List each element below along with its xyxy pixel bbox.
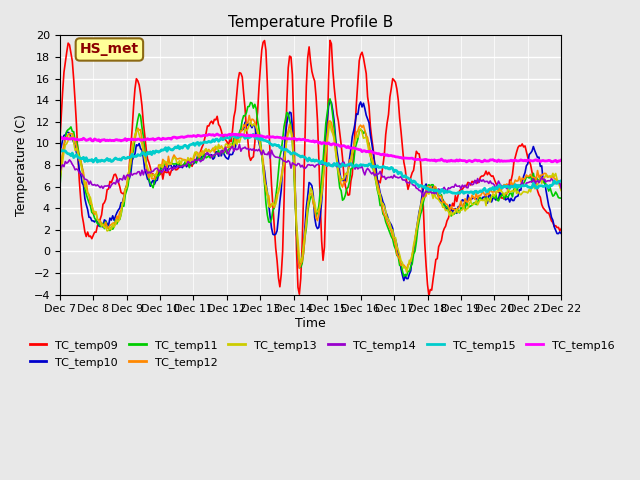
TC_temp09 xyxy=(56,140,63,145)
X-axis label: Time: Time xyxy=(295,317,326,330)
TC_temp16 xyxy=(343,145,351,151)
TC_temp11 xyxy=(343,186,351,192)
TC_temp10 xyxy=(557,231,565,237)
TC_temp12 xyxy=(403,267,410,273)
Line: TC_temp14: TC_temp14 xyxy=(60,144,561,197)
TC_temp11 xyxy=(400,274,408,279)
Y-axis label: Temperature (C): Temperature (C) xyxy=(15,114,28,216)
TC_temp14 xyxy=(236,142,243,147)
TC_temp10 xyxy=(360,100,367,106)
TC_temp16 xyxy=(228,131,236,137)
TC_temp13 xyxy=(247,119,255,125)
TC_temp09 xyxy=(371,160,378,166)
TC_temp14 xyxy=(499,184,506,190)
Line: TC_temp12: TC_temp12 xyxy=(60,115,561,270)
TC_temp13 xyxy=(56,178,63,183)
TC_temp09 xyxy=(499,195,506,201)
TC_temp15 xyxy=(470,191,477,197)
TC_temp09 xyxy=(149,171,157,177)
TC_temp16 xyxy=(553,159,561,165)
TC_temp14 xyxy=(343,162,351,168)
TC_temp12 xyxy=(499,184,506,190)
TC_temp10 xyxy=(149,177,157,183)
TC_temp15 xyxy=(499,185,506,191)
TC_temp13 xyxy=(360,135,367,141)
TC_temp15 xyxy=(343,162,351,168)
TC_temp11 xyxy=(499,192,506,197)
TC_temp10 xyxy=(70,139,77,145)
TC_temp11 xyxy=(70,129,77,134)
TC_temp13 xyxy=(343,171,351,177)
TC_temp14 xyxy=(419,194,427,200)
TC_temp13 xyxy=(403,269,410,275)
TC_temp12 xyxy=(343,178,351,184)
Line: TC_temp13: TC_temp13 xyxy=(60,122,561,272)
TC_temp13 xyxy=(70,139,77,145)
TC_temp12 xyxy=(56,168,63,174)
TC_temp15 xyxy=(360,162,367,168)
TC_temp09 xyxy=(425,293,433,299)
TC_temp13 xyxy=(557,188,565,193)
Line: TC_temp09: TC_temp09 xyxy=(60,40,561,296)
TC_temp14 xyxy=(56,170,63,176)
TC_temp16 xyxy=(70,136,77,142)
TC_temp09 xyxy=(557,226,565,232)
TC_temp12 xyxy=(360,122,367,128)
TC_temp14 xyxy=(557,185,565,191)
TC_temp15 xyxy=(557,178,565,184)
TC_temp11 xyxy=(56,187,63,192)
TC_temp12 xyxy=(149,175,157,181)
TC_temp14 xyxy=(149,168,157,174)
TC_temp16 xyxy=(497,158,505,164)
Title: Temperature Profile B: Temperature Profile B xyxy=(228,15,393,30)
Line: TC_temp11: TC_temp11 xyxy=(60,99,561,276)
TC_temp15 xyxy=(371,164,378,170)
TC_temp11 xyxy=(149,185,157,191)
TC_temp11 xyxy=(360,131,367,136)
TC_temp16 xyxy=(360,148,367,154)
Text: HS_met: HS_met xyxy=(80,43,139,57)
TC_temp13 xyxy=(499,190,506,195)
TC_temp12 xyxy=(557,187,565,192)
TC_temp12 xyxy=(245,112,253,118)
TC_temp10 xyxy=(56,148,63,154)
TC_temp16 xyxy=(149,136,157,142)
TC_temp10 xyxy=(499,191,506,197)
TC_temp14 xyxy=(371,173,378,179)
TC_temp15 xyxy=(250,132,257,137)
TC_temp10 xyxy=(371,160,378,166)
TC_temp09 xyxy=(360,55,367,60)
TC_temp13 xyxy=(371,172,378,178)
TC_temp15 xyxy=(56,147,63,153)
TC_temp16 xyxy=(557,157,565,163)
TC_temp16 xyxy=(371,150,378,156)
TC_temp15 xyxy=(70,155,77,160)
TC_temp16 xyxy=(56,135,63,141)
Line: TC_temp15: TC_temp15 xyxy=(60,134,561,194)
TC_temp09 xyxy=(326,37,334,43)
TC_temp12 xyxy=(70,135,77,141)
TC_temp10 xyxy=(326,98,334,104)
TC_temp14 xyxy=(360,168,367,174)
TC_temp11 xyxy=(326,96,334,102)
TC_temp11 xyxy=(371,172,378,178)
TC_temp14 xyxy=(70,164,77,169)
Line: TC_temp16: TC_temp16 xyxy=(60,134,561,162)
TC_temp11 xyxy=(557,195,565,201)
TC_temp09 xyxy=(70,77,77,83)
TC_temp13 xyxy=(149,172,157,178)
TC_temp09 xyxy=(343,188,351,194)
Line: TC_temp10: TC_temp10 xyxy=(60,101,561,281)
TC_temp10 xyxy=(400,278,408,284)
TC_temp15 xyxy=(149,148,157,154)
TC_temp10 xyxy=(343,172,351,178)
Legend: TC_temp09, TC_temp10, TC_temp11, TC_temp12, TC_temp13, TC_temp14, TC_temp15, TC_: TC_temp09, TC_temp10, TC_temp11, TC_temp… xyxy=(25,336,619,372)
TC_temp12 xyxy=(371,167,378,173)
